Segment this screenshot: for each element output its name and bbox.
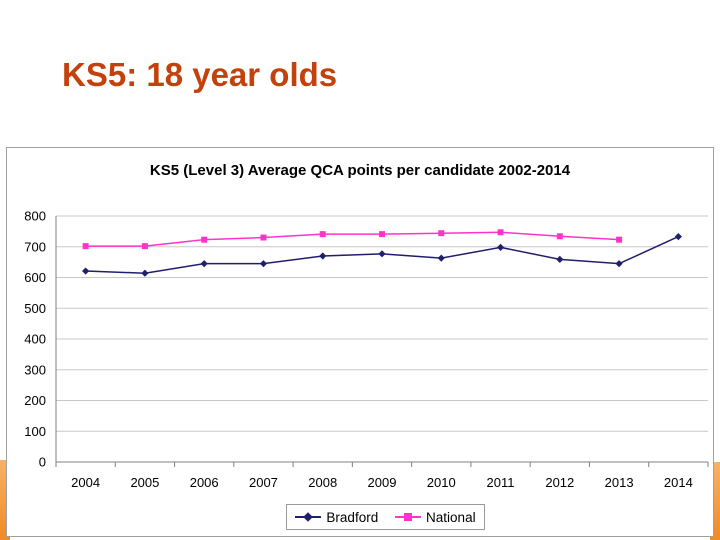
y-tick-label: 400 <box>24 332 46 347</box>
data-point-bradford <box>496 243 505 251</box>
data-point-national <box>201 236 208 243</box>
y-tick-label: 500 <box>24 301 46 316</box>
accent-bar-right <box>710 462 720 540</box>
data-point-bradford <box>556 255 564 263</box>
y-tick-label: 300 <box>24 362 46 377</box>
chart-legend: Bradford National <box>286 504 485 530</box>
y-tick-label: 100 <box>24 424 46 439</box>
data-point-bradford <box>378 250 386 258</box>
legend-item-bradford: Bradford <box>295 510 378 525</box>
x-tick-label: 2010 <box>427 475 456 490</box>
data-point-bradford <box>200 260 208 268</box>
data-point-bradford <box>82 267 90 275</box>
data-point-national <box>556 233 563 240</box>
y-tick-label: 200 <box>24 393 46 408</box>
x-tick-label: 2013 <box>605 475 634 490</box>
x-tick-label: 2009 <box>368 475 397 490</box>
data-point-national <box>82 243 89 250</box>
legend-label-bradford: Bradford <box>326 509 379 525</box>
accent-bar-left <box>0 460 10 540</box>
legend-item-national: National <box>395 510 476 525</box>
x-tick-label: 2006 <box>190 475 219 490</box>
legend-swatch-bradford <box>295 512 322 522</box>
chart-title: KS5 (Level 3) Average QCA points per can… <box>149 162 571 179</box>
line-chart: 0 100 200 300 400 500 600 700 800 2004 2005 2006 200… <box>24 209 709 490</box>
legend-swatch-national <box>395 512 422 522</box>
chart-container: KS5 (Level 3) Average QCA points per can… <box>6 147 714 537</box>
data-point-bradford <box>674 233 682 241</box>
legend-label-national: National <box>426 509 476 525</box>
x-tick-label: 2012 <box>545 475 574 490</box>
series-line-national <box>85 231 620 247</box>
data-point-national <box>497 229 504 236</box>
y-tick-label: 700 <box>24 239 46 254</box>
data-point-bradford <box>259 260 268 268</box>
data-point-bradford <box>615 260 623 268</box>
slide-title: KS5: 18 year olds <box>62 56 338 93</box>
y-tick-label: 600 <box>24 270 46 285</box>
data-point-national <box>379 231 385 238</box>
y-tick-label: 0 <box>39 455 46 470</box>
data-point-bradford <box>141 269 149 277</box>
data-point-national <box>260 234 267 241</box>
x-tick-label: 2005 <box>130 475 159 490</box>
data-point-bradford <box>319 252 327 260</box>
x-tick-label: 2007 <box>249 475 278 490</box>
x-tick-label: 2008 <box>308 475 337 490</box>
x-tick-label: 2014 <box>664 475 693 490</box>
y-tick-label: 800 <box>24 209 46 224</box>
data-point-national <box>141 243 148 250</box>
data-point-national <box>616 236 623 243</box>
data-point-national <box>319 231 326 238</box>
data-point-bradford <box>437 254 445 262</box>
data-point-national <box>438 230 445 237</box>
x-tick-label: 2011 <box>487 475 515 490</box>
x-tick-label: 2004 <box>71 475 100 490</box>
